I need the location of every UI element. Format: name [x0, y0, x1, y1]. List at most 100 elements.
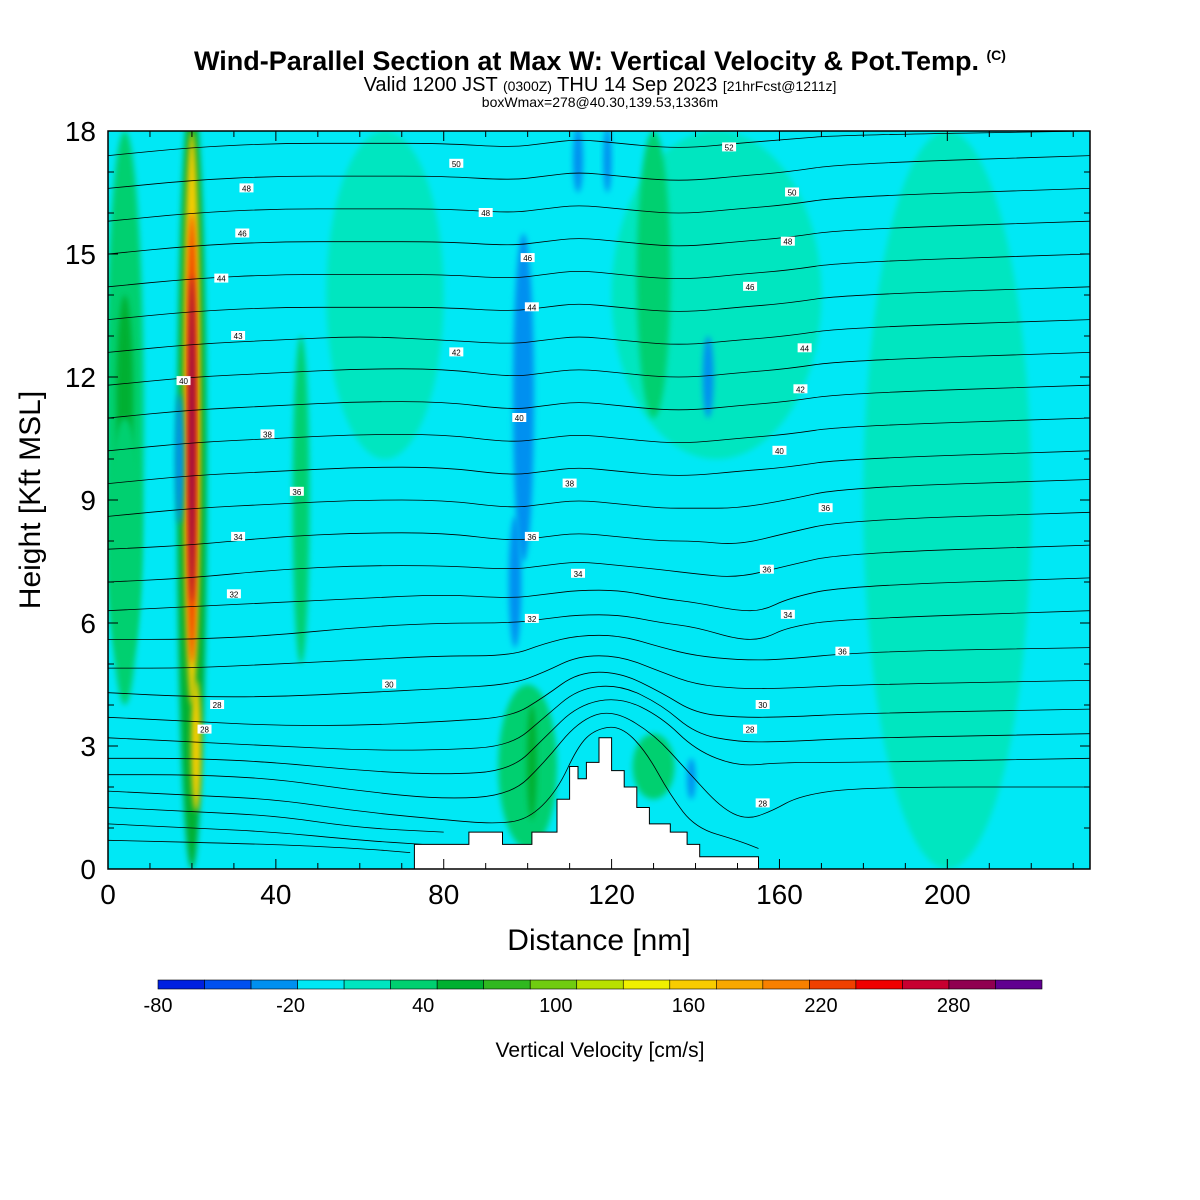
- contour-label: 40: [515, 414, 524, 423]
- theta-contour-28: [108, 699, 1090, 775]
- subtitle-date: THU 14 Sep 2023: [557, 74, 718, 96]
- contour-label-bg: [449, 158, 464, 168]
- velocity-cell: [687, 758, 696, 800]
- contour-label: 36: [527, 533, 536, 542]
- contour-label: 28: [758, 799, 767, 808]
- colorbar-swatch: [204, 979, 252, 990]
- contour-label-bg: [785, 187, 800, 197]
- contour-label: 44: [217, 275, 226, 284]
- theta-contour-44: [108, 253, 1090, 288]
- colorbar-tick-label: 40: [412, 995, 434, 1017]
- x-tick-label: 0: [100, 879, 116, 910]
- theta-contour-30: [108, 655, 1090, 698]
- copyright-mark: (C): [986, 47, 1006, 63]
- colorbar-swatch: [995, 979, 1043, 990]
- theta-contour-28: [108, 712, 1090, 818]
- contour-label: 48: [783, 238, 792, 247]
- velocity-cell: [632, 733, 675, 800]
- contour-label: 48: [242, 184, 251, 193]
- contour-label: 46: [746, 283, 755, 292]
- colorbar-swatch: [855, 979, 903, 990]
- contour-label-bg: [520, 253, 535, 263]
- contour-label: 28: [200, 726, 209, 735]
- contour-label: 30: [758, 701, 767, 710]
- contour-label: 36: [292, 488, 301, 497]
- contour-label-bg: [524, 302, 539, 312]
- subtitle-zulu: (0300Z): [502, 78, 552, 94]
- contour-label: 30: [385, 681, 394, 690]
- contour-labels: 50 52 48 50 48 46 48 46 44 46 44 43 42 44 40 42 40 38 40 38…: [176, 142, 850, 808]
- contour-label-bg: [780, 236, 795, 246]
- velocity-cell: [508, 516, 522, 648]
- contour-label: 48: [481, 209, 490, 218]
- contour-label-bg: [772, 445, 787, 455]
- theta-contour-34: [108, 511, 1090, 550]
- contour-label-bg: [562, 478, 577, 488]
- contour-label-bg: [478, 208, 493, 217]
- title-block: Wind-Parallel Section at Max W: Vertical…: [0, 40, 1200, 109]
- contour-label: 50: [452, 160, 461, 169]
- contour-label-bg: [759, 564, 774, 574]
- contour-label-bg: [722, 142, 737, 152]
- contour-label-bg: [512, 413, 527, 422]
- velocity-cell: [526, 705, 537, 820]
- theta-contour-38: [108, 417, 1090, 452]
- contour-label: 34: [574, 570, 583, 579]
- contour-label-bg: [260, 429, 275, 439]
- colorbar-tick-label: 280: [937, 995, 970, 1017]
- contour-label: 34: [783, 611, 792, 620]
- velocity-cell: [636, 131, 671, 418]
- velocity-cell: [326, 131, 444, 459]
- contour-label: 42: [796, 385, 805, 394]
- contour-label-bg: [793, 384, 808, 394]
- contour-label: 40: [179, 377, 188, 386]
- contour-label-bg: [755, 700, 770, 709]
- contour-label-bg: [835, 646, 850, 656]
- theta-contour-44: [108, 286, 1090, 320]
- contour-label: 36: [762, 566, 771, 575]
- theta-contour-32: [108, 577, 1090, 612]
- contour-label: 34: [234, 533, 243, 542]
- colorbar-tick-label: 220: [804, 995, 837, 1017]
- contour-label: 46: [523, 254, 532, 263]
- chart-subtitle: Valid 1200 JST (0300Z) THU 14 Sep 2023 […: [363, 74, 837, 96]
- contour-label-bg: [524, 531, 539, 541]
- contour-label-bg: [235, 228, 250, 238]
- chart-title: Wind-Parallel Section at Max W: Vertical…: [194, 46, 1006, 76]
- velocity-cell: [572, 131, 584, 193]
- colorbar-swatch: [716, 979, 764, 990]
- contour-label: 44: [527, 303, 536, 312]
- contour-label: 46: [238, 230, 247, 239]
- theta-contour-28: [108, 839, 411, 853]
- contour-label: 38: [565, 480, 574, 489]
- velocity-cell: [702, 336, 714, 418]
- y-tick-label: 18: [65, 116, 96, 147]
- theta-contour-30: [108, 671, 1090, 726]
- contour-label: 32: [229, 590, 238, 599]
- colorbar-swatch: [390, 979, 438, 990]
- colorbar-swatch: [250, 979, 298, 990]
- theta-contour-28: [108, 807, 444, 833]
- contour-label: 28: [746, 726, 755, 735]
- contour-label-bg: [449, 347, 464, 357]
- contour-label-bg: [231, 531, 246, 541]
- colorbar-tick-label: 160: [672, 995, 705, 1017]
- y-axis-title: Height [Kft MSL]: [14, 391, 47, 609]
- theta-contour-32: [108, 610, 1090, 640]
- colorbar: -80 -20 40 100 160 220 280: [144, 979, 1043, 1017]
- contour-label: 36: [838, 648, 847, 657]
- colorbar-swatch: [669, 979, 717, 990]
- velocity-cell: [108, 418, 142, 664]
- colorbar-swatch: [762, 979, 810, 990]
- contour-label-bg: [571, 568, 586, 578]
- velocity-cell: [292, 336, 310, 664]
- colorbar-swatch: [297, 979, 345, 990]
- contour-label: 42: [452, 348, 461, 357]
- velocity-cell: [191, 680, 202, 812]
- theta-contours: [108, 131, 1090, 853]
- contour-label-bg: [231, 331, 246, 340]
- contour-label-bg: [210, 700, 225, 709]
- y-tick-label: 3: [80, 731, 96, 762]
